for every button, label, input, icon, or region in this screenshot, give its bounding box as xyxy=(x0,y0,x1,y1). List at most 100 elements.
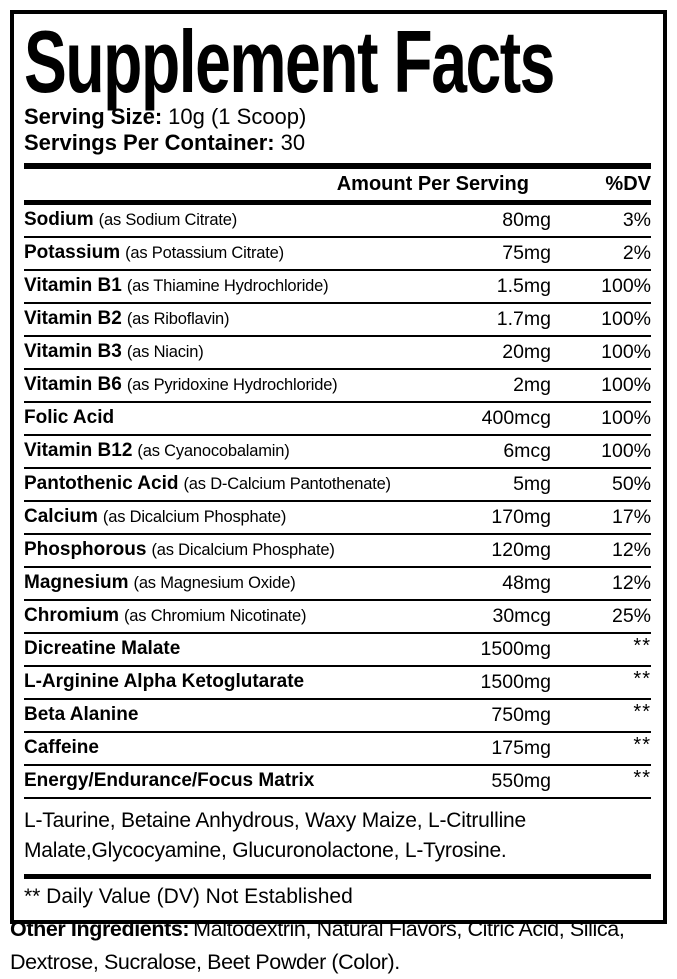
nutrient-detail: (as Dicalcium Phosphate) xyxy=(102,508,287,527)
nutrient-amount: 75mg xyxy=(502,241,551,264)
table-row: Sodium (as Sodium Citrate) 80mg 3% xyxy=(24,205,651,238)
nutrient-name: Pantothenic Acid xyxy=(24,473,179,495)
nutrient-name: Potassium xyxy=(24,242,121,264)
row-name-cell: Vitamin B12 (as Cyanocobalamin) xyxy=(24,440,436,462)
row-name-cell: Vitamin B6 (as Pyridoxine Hydrochloride) xyxy=(24,374,436,396)
nutrient-dv: 100% xyxy=(601,373,651,396)
table-row: Pantothenic Acid (as D-Calcium Pantothena… xyxy=(24,469,651,502)
table-row: Phosphorous (as Dicalcium Phosphate) 120mg… xyxy=(24,535,651,568)
nutrient-detail: (as Thiamine Hydrochloride) xyxy=(126,277,329,296)
nutrient-name: Magnesium xyxy=(24,572,129,594)
nutrient-amount: 120mg xyxy=(491,538,551,561)
table-row: Vitamin B6 (as Pyridoxine Hydrochloride) 2… xyxy=(24,370,651,403)
blend-description: L-Taurine, Betaine Anhydrous, Waxy Maize… xyxy=(24,808,526,862)
nutrient-name: Vitamin B2 xyxy=(24,308,122,330)
nutrient-amount: 1500mg xyxy=(480,637,551,660)
nutrient-dv: ** xyxy=(633,667,651,690)
nutrient-dv: 100% xyxy=(601,274,651,297)
amount-per-serving-header: Amount Per Serving xyxy=(336,172,529,195)
row-name-cell: Potassium (as Potassium Citrate) xyxy=(24,242,436,264)
serving-size-value: 10g (1 Scoop) xyxy=(168,104,307,129)
nutrient-name: Sodium xyxy=(24,209,94,231)
daily-value-footnote: ** Daily Value (DV) Not Established xyxy=(24,884,353,908)
nutrient-dv: ** xyxy=(633,766,651,789)
row-name-cell: Vitamin B3 (as Niacin) xyxy=(24,341,436,363)
nutrient-dv: 100% xyxy=(601,307,651,330)
nutrient-name: Vitamin B6 xyxy=(24,374,122,396)
nutrient-amount: 400mcg xyxy=(481,406,551,429)
nutrient-dv: 100% xyxy=(601,439,651,462)
nutrient-name: Caffeine xyxy=(24,737,99,759)
nutrient-name: Energy/Endurance/Focus Matrix xyxy=(24,770,315,792)
row-name-cell: Dicreatine Malate xyxy=(24,638,436,660)
table-row: Vitamin B2 (as Riboflavin) 1.7mg 100% xyxy=(24,304,651,337)
nutrient-dv: ** xyxy=(633,700,651,723)
table-row: Energy/Endurance/Focus Matrix 550mg ** xyxy=(24,766,651,799)
nutrient-name: Vitamin B12 xyxy=(24,440,133,462)
nutrient-dv: ** xyxy=(633,634,651,657)
row-name-cell: L-Arginine Alpha Ketoglutarate xyxy=(24,671,436,693)
table-rows: Sodium (as Sodium Citrate) 80mg 3% Potassium… xyxy=(24,205,651,799)
percent-dv-header: %DV xyxy=(605,172,651,195)
nutrient-name: Phosphorous xyxy=(24,539,147,561)
divider-under-header xyxy=(24,199,651,205)
nutrient-amount: 170mg xyxy=(491,505,551,528)
nutrient-name: Vitamin B1 xyxy=(24,275,122,297)
table-row: Vitamin B1 (as Thiamine Hydrochloride) 1.5… xyxy=(24,271,651,304)
table-row: Vitamin B12 (as Cyanocobalamin) 6mcg 100% xyxy=(24,436,651,469)
nutrient-detail: (as D-Calcium Pantothenate) xyxy=(183,475,391,494)
table-row: L-Arginine Alpha Ketoglutarate 1500mg ** xyxy=(24,667,651,700)
table-row: Vitamin B3 (as Niacin) 20mg 100% xyxy=(24,337,651,370)
nutrient-amount: 30mcg xyxy=(492,604,551,627)
divider-above-footnote xyxy=(24,873,651,879)
nutrient-amount: 2mg xyxy=(513,373,551,396)
nutrient-dv: 3% xyxy=(622,208,651,231)
nutrient-amount: 1.5mg xyxy=(496,274,551,297)
nutrient-dv: 12% xyxy=(611,538,651,561)
servings-per-container-label: Servings Per Container: xyxy=(24,129,275,155)
nutrient-amount: 6mcg xyxy=(503,439,551,462)
row-name-cell: Energy/Endurance/Focus Matrix xyxy=(24,770,436,792)
table-row: Caffeine 175mg ** xyxy=(24,733,651,766)
table-row: Folic Acid 400mcg 100% xyxy=(24,403,651,436)
row-name-cell: Vitamin B1 (as Thiamine Hydrochloride) xyxy=(24,275,436,297)
nutrient-amount: 1.7mg xyxy=(496,307,551,330)
table-header-row: Amount Per Serving %DV xyxy=(24,169,651,200)
nutrient-dv: 2% xyxy=(622,241,651,264)
nutrient-amount: 1500mg xyxy=(480,670,551,693)
other-ingredients-line: Other Ingredients: Maltodextrin, Natural … xyxy=(10,913,670,978)
nutrient-detail: (as Chromium Nicotinate) xyxy=(124,607,307,626)
row-name-cell: Sodium (as Sodium Citrate) xyxy=(24,209,436,231)
nutrient-name: Calcium xyxy=(24,506,98,528)
nutrient-name: L-Arginine Alpha Ketoglutarate xyxy=(24,671,305,693)
other-ingredients-value: Maltodextrin, Natural Flavors, Citric Ac… xyxy=(10,917,625,974)
nutrient-amount: 750mg xyxy=(491,703,551,726)
nutrient-detail: (as Potassium Citrate) xyxy=(125,244,284,263)
row-name-cell: Chromium (as Chromium Nicotinate) xyxy=(24,605,436,627)
nutrient-dv: 100% xyxy=(601,340,651,363)
divider-thick-top xyxy=(24,162,651,169)
serving-size-label: Serving Size: xyxy=(24,104,163,129)
row-name-cell: Phosphorous (as Dicalcium Phosphate) xyxy=(24,539,436,561)
table-row: Calcium (as Dicalcium Phosphate) 170mg 17% xyxy=(24,502,651,535)
row-name-cell: Caffeine xyxy=(24,737,436,759)
nutrient-dv: 25% xyxy=(611,604,651,627)
panel-title: Supplement Facts xyxy=(24,12,555,111)
table-row: Magnesium (as Magnesium Oxide) 48mg 12% xyxy=(24,568,651,601)
nutrient-name: Folic Acid xyxy=(24,407,115,429)
nutrient-amount: 5mg xyxy=(513,472,551,495)
other-ingredients-label: Other Ingredients: xyxy=(10,917,190,941)
nutrient-amount: 20mg xyxy=(502,340,551,363)
nutrient-detail: (as Pyridoxine Hydrochloride) xyxy=(126,376,338,395)
nutrient-name: Chromium xyxy=(24,605,119,627)
nutrient-detail: (as Riboflavin) xyxy=(126,310,230,329)
table-row: Potassium (as Potassium Citrate) 75mg 2% xyxy=(24,238,651,271)
servings-per-container-value: 30 xyxy=(280,129,306,155)
nutrient-name: Beta Alanine xyxy=(24,704,139,726)
nutrient-name: Vitamin B3 xyxy=(24,341,122,363)
supplement-facts-panel: Supplement Facts Serving Size: 10g (1 Sco… xyxy=(10,10,667,924)
row-name-cell: Vitamin B2 (as Riboflavin) xyxy=(24,308,436,330)
nutrient-dv: 17% xyxy=(611,505,651,528)
nutrient-amount: 175mg xyxy=(491,736,551,759)
nutrient-amount: 80mg xyxy=(502,208,551,231)
